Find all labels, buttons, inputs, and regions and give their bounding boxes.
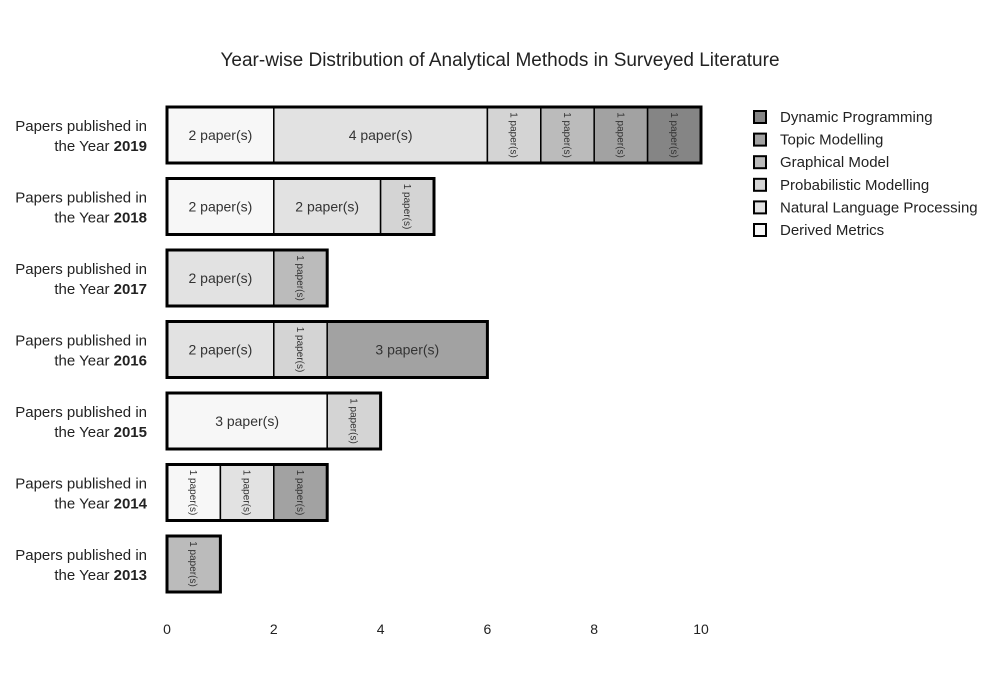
category-label-prefix: the Year [54, 138, 113, 155]
bar-outline [165, 463, 329, 522]
category-label: the Year 2018 [54, 210, 147, 227]
bar-outline [165, 320, 489, 379]
legend-label: Graphical Model [780, 154, 889, 171]
category-label-prefix: the Year [54, 424, 113, 441]
category-label: the Year 2015 [54, 424, 147, 441]
segment-label: 4 paper(s) [349, 127, 413, 143]
category-year: 2013 [114, 567, 147, 584]
segment-label: 3 paper(s) [215, 413, 279, 429]
bar-segment [273, 320, 328, 379]
category-year: 2015 [114, 424, 147, 441]
segment-label: 2 paper(s) [188, 342, 252, 358]
legend-swatch [753, 110, 767, 124]
category-label: Papers published in [15, 190, 147, 207]
category-year: 2018 [114, 210, 147, 227]
segment-label: 1 paper(s) [294, 327, 305, 373]
x-tick-label: 10 [693, 621, 709, 637]
legend-swatch [753, 200, 767, 215]
category-label: Papers published in [15, 118, 147, 135]
category-label-prefix: the Year [54, 496, 113, 513]
segment-label: 1 paper(s) [668, 112, 679, 158]
legend-label: Derived Metrics [780, 222, 884, 239]
category-label-prefix: the Year [54, 281, 113, 298]
bar-outline [165, 534, 222, 594]
x-tick-label: 6 [484, 621, 492, 637]
segment-label: 2 paper(s) [188, 270, 252, 286]
category-year: 2016 [114, 353, 147, 370]
segment-label: 2 paper(s) [295, 199, 359, 215]
segment-label: 1 paper(s) [294, 255, 305, 301]
x-tick-label: 2 [270, 621, 278, 637]
category-label-prefix: the Year [54, 567, 113, 584]
bar-outline [165, 391, 383, 451]
legend-label: Topic Modelling [780, 132, 883, 149]
x-tick-label: 0 [163, 621, 171, 637]
bar-outline [165, 177, 436, 236]
legend-swatch [753, 177, 767, 192]
legend-label: Natural Language Processing [780, 199, 978, 216]
category-year: 2019 [114, 138, 147, 155]
segment-label: 1 paper(s) [187, 470, 198, 516]
category-label-prefix: the Year [54, 353, 113, 370]
segment-label: 1 paper(s) [614, 112, 625, 158]
segment-label: 1 paper(s) [401, 184, 412, 230]
category-label: Papers published in [15, 476, 147, 493]
chart-title: Year-wise Distribution of Analytical Met… [220, 50, 780, 71]
category-label: the Year 2016 [54, 353, 147, 370]
segment-label: 1 paper(s) [294, 470, 305, 516]
legend-label: Dynamic Programming [780, 109, 933, 126]
bar-segment [273, 249, 328, 307]
category-year: 2014 [114, 496, 148, 513]
category-year: 2017 [114, 281, 147, 298]
category-label: Papers published in [15, 333, 147, 350]
category-label: the Year 2019 [54, 138, 147, 155]
category-label: Papers published in [15, 261, 147, 278]
bar-segment [219, 463, 275, 522]
bar-outline [165, 248, 329, 308]
category-label: the Year 2017 [54, 281, 147, 298]
segment-label: 2 paper(s) [188, 127, 252, 143]
segment-label: 3 paper(s) [375, 342, 439, 358]
segment-label: 1 paper(s) [187, 541, 198, 587]
segment-label: 2 paper(s) [188, 199, 252, 215]
legend-label: Probabilistic Modelling [780, 177, 929, 194]
bar-outline [165, 105, 703, 165]
category-label-prefix: the Year [54, 210, 113, 227]
segment-label: 1 paper(s) [561, 112, 572, 158]
segment-label: 1 paper(s) [241, 470, 252, 516]
legend-swatch [753, 132, 767, 147]
category-label: Papers published in [15, 404, 147, 421]
x-tick-label: 4 [377, 621, 385, 637]
bar-segment [273, 106, 489, 164]
segment-label: 1 paper(s) [508, 112, 519, 158]
bar-segment [486, 106, 542, 164]
x-tick-label: 8 [590, 621, 598, 637]
bar-segment [326, 320, 489, 379]
segment-label: 1 paper(s) [347, 398, 358, 444]
legend-swatch [753, 155, 767, 170]
legend-swatch [753, 223, 767, 237]
category-label: the Year 2013 [54, 567, 147, 584]
category-label: the Year 2014 [54, 496, 147, 513]
category-label: Papers published in [15, 547, 147, 564]
